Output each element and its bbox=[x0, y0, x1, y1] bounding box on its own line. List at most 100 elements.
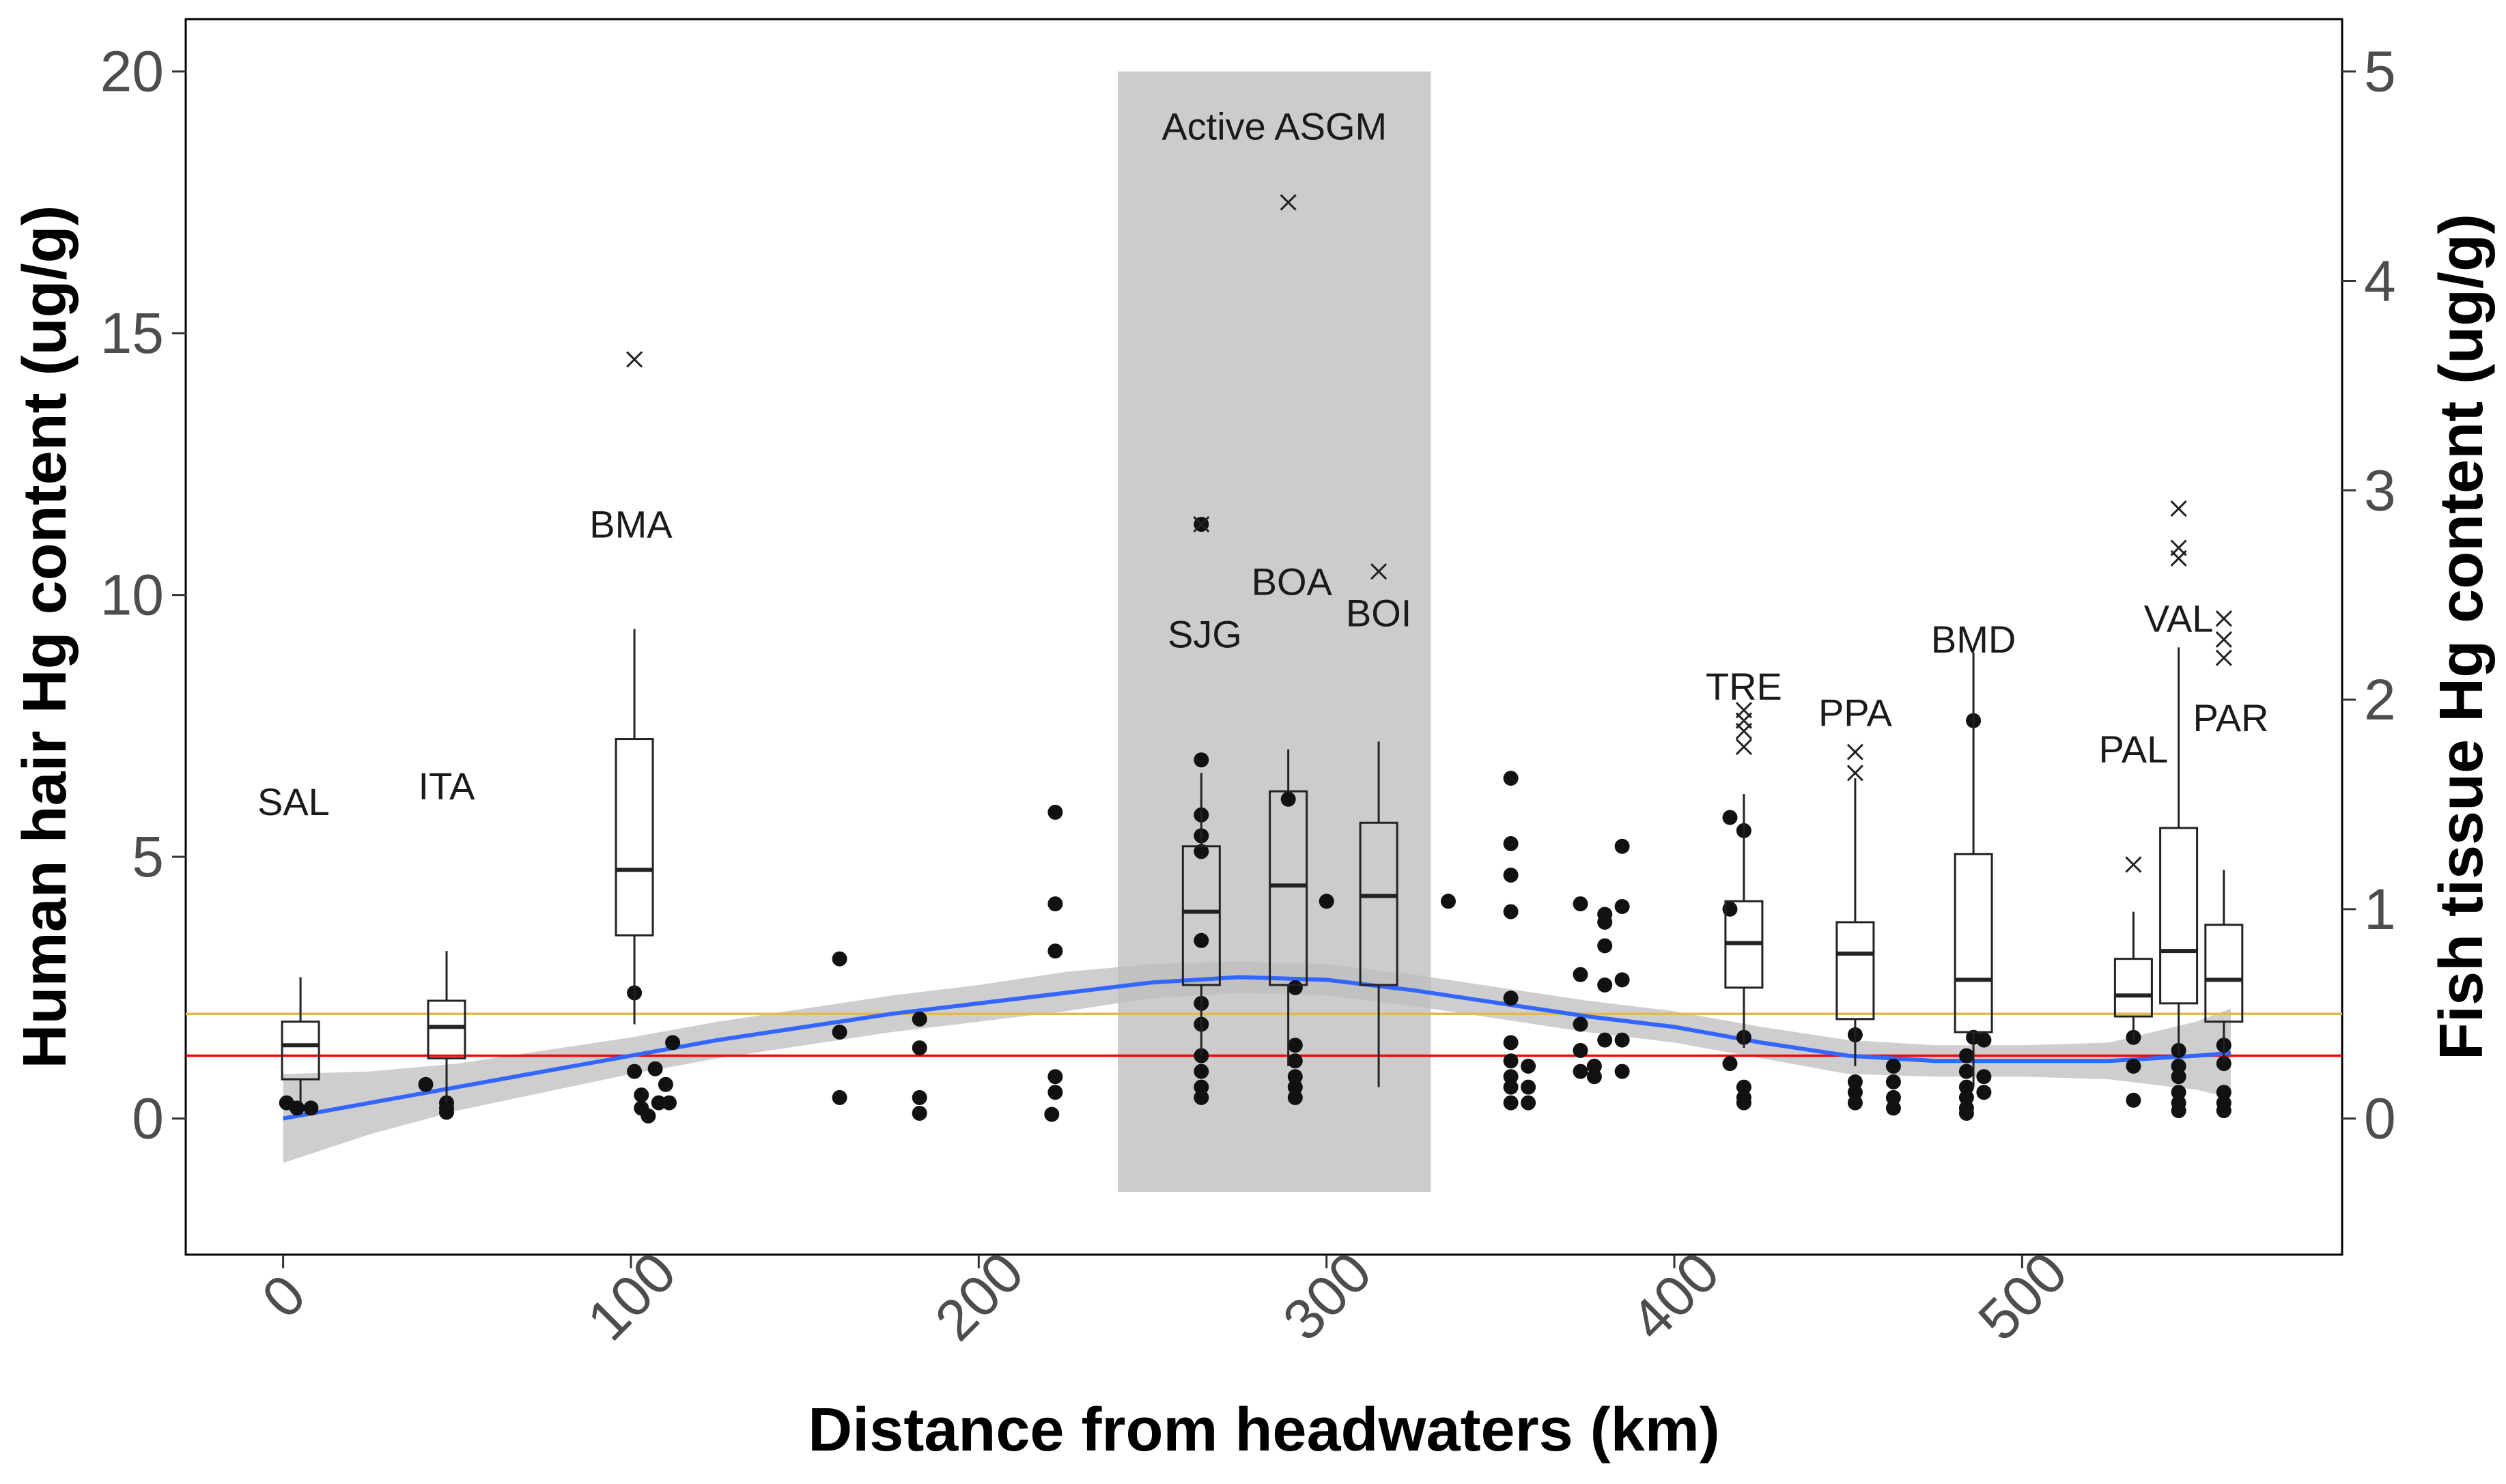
fish-point bbox=[1736, 1095, 1751, 1111]
boxplot-box bbox=[1954, 853, 1993, 1033]
fish-point bbox=[1573, 1016, 1588, 1032]
fish-point bbox=[1194, 752, 1209, 768]
boxplot-box bbox=[1835, 921, 1875, 1021]
boxplot-ita bbox=[427, 951, 466, 1103]
fish-point bbox=[1503, 1079, 1519, 1095]
fish-point bbox=[2216, 1056, 2232, 1072]
fish-point bbox=[1847, 1085, 1863, 1100]
fish-point bbox=[832, 1025, 847, 1040]
fish-point bbox=[290, 1100, 305, 1116]
boxplot-boa bbox=[1269, 194, 1308, 1066]
fish-point bbox=[2126, 1058, 2141, 1074]
fish-point bbox=[439, 1104, 454, 1120]
fish-point bbox=[2216, 1103, 2232, 1119]
fish-point bbox=[1047, 896, 1063, 912]
fish-point bbox=[1597, 915, 1613, 930]
fish-point bbox=[2171, 1058, 2186, 1074]
fish-point bbox=[1194, 1089, 1209, 1105]
site-label-val: VAL bbox=[2144, 597, 2214, 640]
fish-point bbox=[1958, 1079, 1974, 1095]
fish-point bbox=[912, 1105, 927, 1121]
fish-point bbox=[1194, 1048, 1209, 1064]
fish-point bbox=[1597, 978, 1613, 993]
y-right-tick-label: 5 bbox=[2364, 40, 2396, 104]
fish-point bbox=[1958, 1048, 1974, 1064]
boxplot-box bbox=[281, 1021, 320, 1081]
boxplot-outlier bbox=[1735, 702, 1752, 719]
fish-point bbox=[832, 1089, 847, 1105]
fish-point bbox=[1573, 1064, 1588, 1079]
y-right-tick-label: 3 bbox=[2364, 458, 2396, 522]
site-label-bma: BMA bbox=[589, 502, 673, 545]
fish-point bbox=[1441, 894, 1456, 909]
x-tick-label: 100 bbox=[575, 1240, 688, 1353]
fish-point bbox=[1521, 1095, 1536, 1111]
site-label-ppa: PPA bbox=[1818, 691, 1893, 734]
reference-lines-layer bbox=[186, 1012, 2342, 1057]
x-tick-label: 400 bbox=[1618, 1240, 1732, 1353]
fish-point bbox=[1194, 1079, 1209, 1095]
boxplot-par bbox=[2204, 610, 2244, 1061]
site-label-tre: TRE bbox=[1706, 665, 1782, 708]
boxplot-outlier bbox=[2215, 631, 2232, 648]
boxplot-box bbox=[2159, 827, 2199, 1005]
fish-point bbox=[1614, 838, 1630, 854]
fish-point bbox=[1280, 791, 1296, 807]
smooth-confidence-band bbox=[283, 961, 2231, 1163]
y-right-tick-label: 0 bbox=[2364, 1087, 2396, 1151]
fish-point bbox=[1047, 1069, 1063, 1085]
y-right-tick-label: 2 bbox=[2364, 668, 2396, 732]
fish-point bbox=[662, 1095, 677, 1111]
fish-point bbox=[627, 1064, 643, 1079]
y-left-tick-label: 15 bbox=[100, 301, 164, 365]
fish-point bbox=[1885, 1089, 1901, 1105]
boxplot-outlier bbox=[1846, 765, 1863, 782]
fish-point bbox=[1319, 894, 1334, 909]
boxplot-outlier bbox=[1193, 516, 1210, 533]
fish-point bbox=[1586, 1058, 1602, 1074]
fish-point bbox=[1503, 1053, 1519, 1069]
boxplot-box bbox=[1269, 790, 1308, 986]
fish-point bbox=[1503, 868, 1519, 883]
fish-point bbox=[1976, 1032, 1992, 1048]
boxplot-outlier bbox=[1280, 194, 1297, 211]
site-label-bmd: BMD bbox=[1931, 618, 2016, 661]
fish-point bbox=[1287, 1053, 1303, 1069]
fish-point bbox=[1503, 836, 1519, 851]
boxplot-box bbox=[615, 738, 654, 937]
y-right-tick-label: 4 bbox=[2364, 248, 2396, 313]
fish-point bbox=[2216, 1085, 2232, 1100]
fish-point bbox=[1958, 1089, 1974, 1105]
y-left-tick-label: 10 bbox=[100, 563, 164, 627]
boxplot-bma bbox=[615, 351, 654, 1025]
fish-point bbox=[303, 1100, 319, 1116]
fish-point bbox=[2171, 1069, 2186, 1085]
boxplot-ppa bbox=[1835, 743, 1875, 1066]
boxplot-sal bbox=[281, 977, 320, 1103]
fish-point bbox=[1614, 1032, 1630, 1048]
fish-point bbox=[1503, 904, 1519, 919]
site-label-sal: SAL bbox=[257, 780, 330, 823]
fish-point bbox=[1503, 1069, 1519, 1085]
fish-point bbox=[1976, 1085, 1992, 1100]
fish-point bbox=[1287, 1038, 1303, 1053]
fish-point bbox=[1847, 1095, 1863, 1111]
fish-point bbox=[1194, 1064, 1209, 1079]
confidence-band-layer bbox=[283, 961, 2231, 1163]
fish-point bbox=[1287, 980, 1303, 995]
boxplot-outlier bbox=[2215, 610, 2232, 627]
boxplot-box bbox=[2113, 958, 2153, 1018]
fish-point bbox=[1586, 1069, 1602, 1085]
boxplot-box bbox=[1181, 845, 1221, 986]
fish-point bbox=[640, 1108, 656, 1124]
fish-point bbox=[1047, 1085, 1063, 1100]
fish-point bbox=[1597, 938, 1613, 954]
fish-point bbox=[1287, 1069, 1303, 1085]
fish-point bbox=[1885, 1058, 1901, 1074]
fish-point bbox=[1047, 943, 1063, 959]
fish-point bbox=[1503, 1035, 1519, 1051]
boxplot-outlier bbox=[1846, 743, 1863, 760]
boxplot-sjg bbox=[1181, 516, 1221, 1056]
fish-point bbox=[1503, 771, 1519, 786]
fish-point bbox=[1885, 1074, 1901, 1089]
